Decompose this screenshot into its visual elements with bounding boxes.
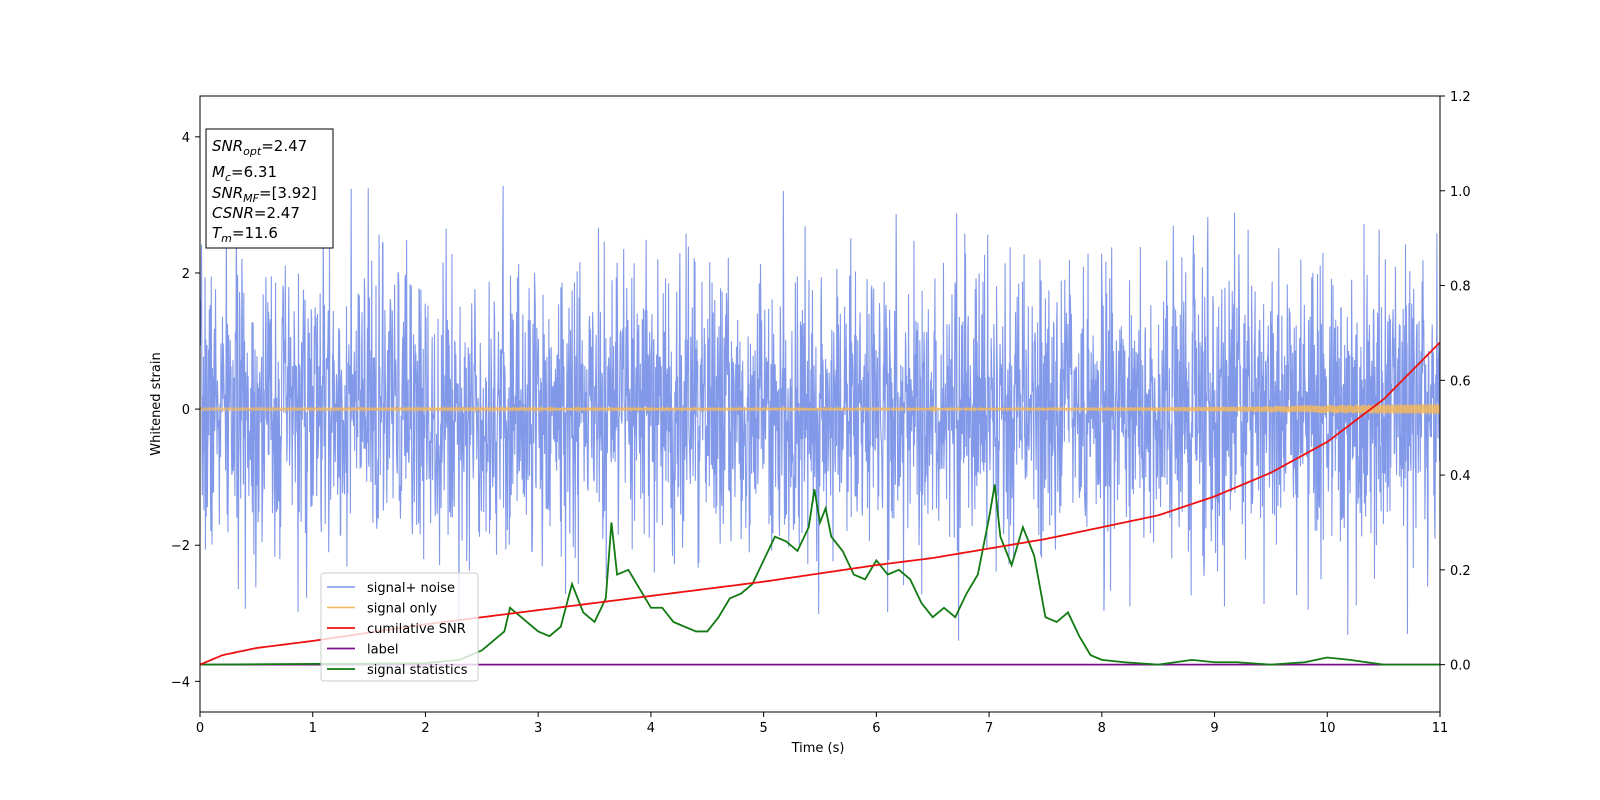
plot-frame — [199, 95, 1441, 713]
y2-tick-label: 0.0 — [1450, 659, 1471, 674]
y-axis-ticks: −4 −2 0 2 4 — [171, 131, 200, 690]
legend-item: signal+ noise — [327, 581, 455, 596]
y2-tick-label: 1.2 — [1450, 90, 1471, 105]
x-axis-label: Time (s) — [791, 741, 845, 756]
legend-label: cumilative SNR — [367, 622, 466, 637]
legend-label: signal statistics — [367, 663, 468, 678]
y2-tick-label: 0.2 — [1450, 564, 1471, 579]
legend-item: signal only — [327, 602, 437, 617]
legend-label: signal+ noise — [367, 581, 455, 596]
y-tick-label: −4 — [171, 675, 190, 690]
stats-box: SNRopt=2.47 Mc=6.31 SNRMF=[3.92] CSNR=2.… — [205, 128, 334, 249]
y2-tick-label: 0.8 — [1450, 280, 1471, 295]
series-signal-only — [200, 403, 1440, 415]
x-tick-label: 3 — [534, 721, 542, 736]
y2-tick-label: 0.4 — [1450, 469, 1471, 484]
y-tick-label: −2 — [171, 539, 190, 554]
x-tick-label: 7 — [985, 721, 993, 736]
x-tick-label: 4 — [647, 721, 655, 736]
x-tick-label: 6 — [872, 721, 880, 736]
signal-only-line — [200, 403, 1440, 415]
y-tick-label: 4 — [182, 131, 190, 146]
x-tick-label: 9 — [1210, 721, 1218, 736]
x-tick-label: 11 — [1432, 721, 1449, 736]
y2-tick-label: 0.6 — [1450, 374, 1471, 389]
x-tick-label: 1 — [309, 721, 317, 736]
series-signal-statistics — [200, 484, 1440, 666]
x-axis-ticks: 0 1 2 3 4 5 6 7 8 9 10 11 — [196, 712, 1448, 736]
stat-csnr: CSNR=2.47 — [212, 204, 300, 222]
x-tick-label: 5 — [759, 721, 767, 736]
legend: signal+ noise signal only cumilative SNR la… — [320, 572, 479, 682]
signal-statistics-line — [200, 484, 1440, 666]
x-tick-label: 0 — [196, 721, 204, 736]
y-axis-label: Whitened strain — [149, 352, 164, 455]
x-tick-label: 8 — [1098, 721, 1106, 736]
legend-label: label — [367, 643, 398, 658]
stat-snr-opt: SNRopt=2.47 — [212, 137, 307, 158]
stat-tm: Tm=11.6 — [212, 224, 278, 245]
y2-tick-label: 1.0 — [1450, 185, 1471, 200]
stat-mc: Mc=6.31 — [212, 163, 277, 184]
y-tick-label: 2 — [182, 267, 190, 282]
legend-item: signal statistics — [327, 663, 468, 678]
legend-item: label — [327, 643, 398, 658]
legend-label: signal only — [367, 602, 437, 617]
y-tick-label: 0 — [182, 403, 190, 418]
legend-item: cumilative SNR — [327, 622, 466, 637]
x-tick-label: 2 — [421, 721, 429, 736]
stats-box-frame — [205, 128, 334, 249]
x-tick-label: 10 — [1319, 721, 1336, 736]
signal-noise-line — [200, 185, 1440, 641]
y2-axis-ticks: 0.0 0.2 0.4 0.6 0.8 1.0 1.2 — [1440, 90, 1471, 674]
stat-snr-mf: SNRMF=[3.92] — [212, 184, 317, 205]
legend-frame — [320, 572, 479, 682]
series-signal-noise — [200, 185, 1440, 641]
